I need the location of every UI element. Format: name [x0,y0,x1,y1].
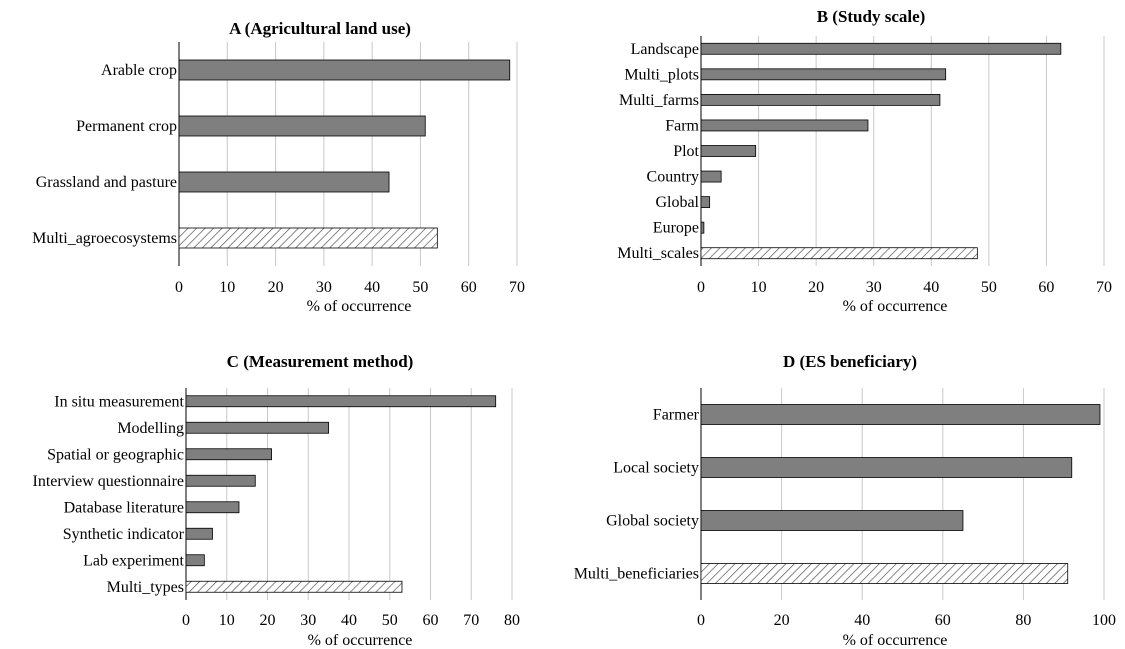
chart-d-tick-label: 100 [1092,612,1116,629]
chart-d-tick-label: 40 [854,612,870,629]
chart-c-tick-label: 0 [182,612,190,629]
chart-b-bar [700,170,722,183]
chart-c-category-label: Database literature [64,499,184,516]
chart-c-bar [185,474,256,487]
chart-a-category-label: Arable crop [101,62,177,79]
chart-c: C (Measurement method) 0 10 20 30 40 50 60 70 80… [33,352,521,649]
chart-d-category-label: Global society [606,513,699,530]
chart-b-category-label: Global [655,194,699,211]
chart-d-bar [700,457,1073,478]
chart-c-tick-label: 70 [463,612,479,629]
chart-a-tick-label: 10 [219,279,235,296]
chart-b-bar [700,68,947,81]
chart-b-tick-label: 50 [981,279,997,296]
chart-d-category-label: Farmer [653,407,700,424]
chart-c-tick-label: 60 [423,612,439,629]
chart-c-bar [185,554,205,567]
chart-c-category-label: Lab experiment [83,552,184,569]
chart-a-category-label: Multi_agroecosystems [32,230,177,247]
chart-a-title: A (Agricultural land use) [229,19,411,38]
chart-b-bar [700,93,941,106]
chart-c-category-label: Multi_types [107,579,184,596]
chart-c-category-label: Interview questionnaire [33,473,185,490]
chart-c-tick-label: 40 [341,612,357,629]
chart-c-category-label: Modelling [117,420,184,437]
chart-b-category-label: Farm [665,117,699,134]
chart-a-tick-label: 30 [316,279,332,296]
chart-b-category-label: Plot [673,143,699,160]
chart-b-bar [700,221,705,234]
chart-c-category-label: In situ measurement [54,393,184,410]
chart-b-title: B (Study scale) [817,7,926,26]
chart-d-tick-label: 60 [935,612,951,629]
chart-d-title: D (ES beneficiary) [783,352,917,371]
chart-c-tick-label: 50 [382,612,398,629]
chart-c-bar [185,527,213,540]
chart-a-tick-label: 60 [461,279,477,296]
chart-d-tick-label: 80 [1015,612,1031,629]
chart-b-bar [700,42,1062,55]
chart-b-tick-label: 20 [808,279,824,296]
chart-c-plot: 0 10 20 30 40 50 60 70 80 In situ measurement Mode… [33,388,520,629]
chart-d-tick-label: 20 [774,612,790,629]
chart-a-tick-label: 20 [268,279,284,296]
chart-c-tick-label: 30 [300,612,316,629]
chart-b-category-label: Europe [653,220,699,237]
chart-a-bar [178,227,438,249]
chart-d-tick-label: 0 [697,612,705,629]
chart-b-plot: 0 10 20 30 40 50 60 70 Landscape Multi_plots Multi… [617,36,1112,296]
chart-d-bar [700,510,964,531]
chart-a: A (Agricultural land use) 0 10 20 30 40 50 60 7… [32,19,525,315]
chart-a-category-label: Permanent crop [76,118,177,135]
chart-d: D (ES beneficiary) 0 20 40 60 80 100 Farmer Loc… [574,352,1116,649]
chart-c-tick-label: 20 [260,612,276,629]
chart-b-tick-label: 30 [866,279,882,296]
chart-c-category-label: Synthetic indicator [63,526,185,543]
chart-b-tick-label: 10 [751,279,767,296]
chart-a-bar [178,171,390,193]
chart-a-tick-label: 40 [364,279,380,296]
chart-a-plot: 0 10 20 30 40 50 60 70 Arable crop Permanent crop… [32,42,525,296]
chart-b-tick-label: 40 [923,279,939,296]
chart-c-bar [185,448,272,461]
chart-a-tick-label: 0 [175,279,183,296]
chart-b-category-label: Country [647,169,699,186]
chart-d-plot: 0 20 40 60 80 100 Farmer Local society Global so… [574,388,1116,629]
chart-b-bar [700,196,711,209]
chart-d-bar [700,404,1101,425]
chart-c-tick-label: 10 [219,612,235,629]
chart-a-bar [178,59,511,81]
chart-a-category-label: Grassland and pasture [36,174,177,191]
chart-b-bar [700,145,757,157]
chart-b-category-label: Landscape [631,41,699,58]
chart-b-bar [700,247,978,260]
chart-a-tick-label: 50 [412,279,428,296]
chart-c-category-label: Spatial or geographic [47,446,184,463]
chart-b-bar [700,119,869,132]
chart-c-title: C (Measurement method) [227,352,414,371]
chart-b-tick-label: 60 [1038,279,1054,296]
chart-b: B (Study scale) 0 10 20 30 40 50 60 70 Landscape… [617,7,1112,315]
chart-b-category-label: Multi_plots [624,66,699,83]
chart-d-category-label: Local society [613,460,699,477]
chart-b-category-label: Multi_farms [619,92,699,109]
chart-a-bar [178,115,426,137]
chart-a-tick-label: 70 [509,279,525,296]
chart-d-bar [700,563,1069,584]
chart-b-xlabel: % of occurrence [843,298,948,315]
chart-c-bar [185,421,330,434]
chart-a-xlabel: % of occurrence [307,298,412,315]
chart-c-xlabel: % of occurrence [308,632,413,649]
chart-c-bar [185,395,497,408]
chart-d-category-label: Multi_beneficiaries [574,566,699,583]
chart-c-bar [185,580,403,593]
chart-b-tick-label: 0 [697,279,705,296]
chart-b-category-label: Multi_scales [617,245,699,262]
chart-c-tick-label: 80 [504,612,520,629]
chart-c-bar [185,501,240,514]
chart-d-xlabel: % of occurrence [843,632,948,649]
chart-b-tick-label: 70 [1096,279,1112,296]
